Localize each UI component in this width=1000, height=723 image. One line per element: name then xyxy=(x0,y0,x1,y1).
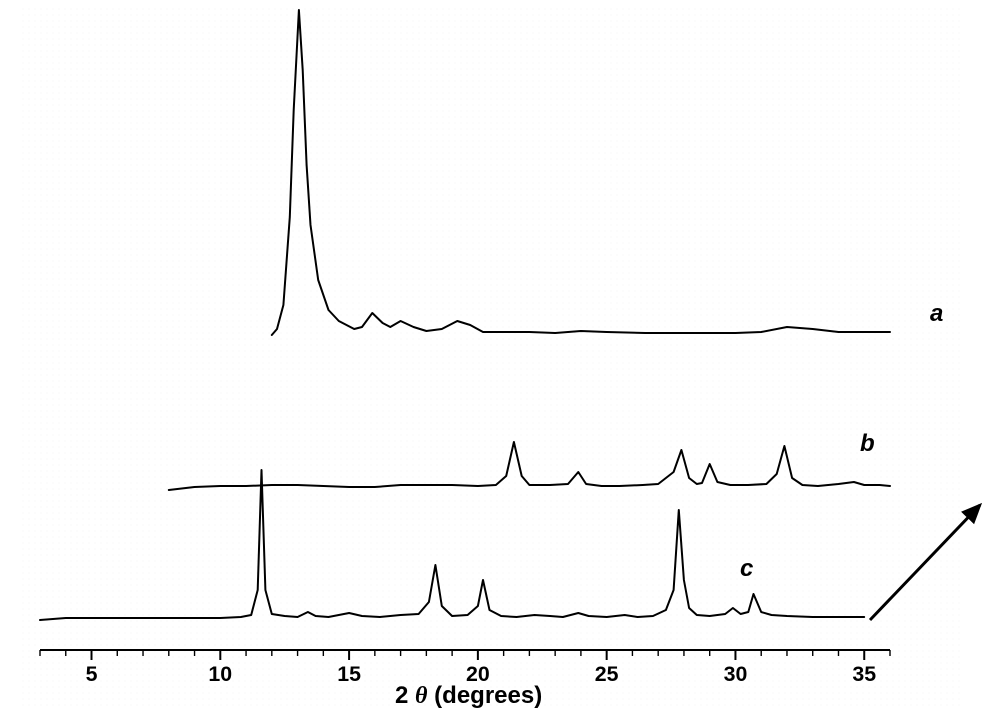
xrd-figure: a b c 2 θ (degrees) 5101520253035 xyxy=(0,0,1000,723)
x-tick-label: 5 xyxy=(86,662,98,687)
x-tick-label: 30 xyxy=(724,662,748,687)
x-tick-label: 20 xyxy=(466,662,490,687)
x-tick-label: 25 xyxy=(595,662,619,687)
x-tick-label: 15 xyxy=(337,662,361,687)
x-tick-label: 35 xyxy=(852,662,876,687)
x-tick-label: 10 xyxy=(208,662,232,687)
arrow-annotation xyxy=(0,0,1000,723)
